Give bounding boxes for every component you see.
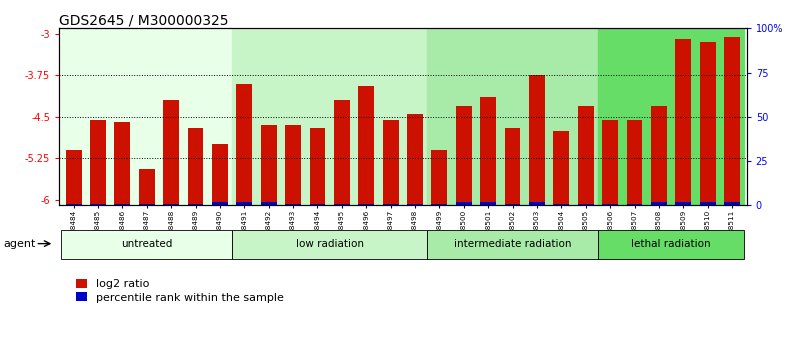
Bar: [139, 204, 155, 205]
Bar: [334, 204, 350, 205]
Bar: [334, 100, 350, 205]
Bar: [358, 86, 374, 205]
Bar: [383, 120, 399, 205]
Bar: [428, 28, 598, 205]
Bar: [553, 131, 569, 205]
Bar: [139, 169, 155, 205]
Bar: [602, 120, 618, 205]
Bar: [456, 202, 472, 205]
Text: GDS2645 / M300000325: GDS2645 / M300000325: [59, 13, 229, 27]
Bar: [310, 204, 325, 205]
Text: agent: agent: [3, 239, 35, 249]
Text: low radiation: low radiation: [296, 239, 364, 249]
Bar: [163, 204, 179, 205]
Bar: [115, 204, 130, 205]
Bar: [237, 202, 252, 205]
Bar: [675, 202, 691, 205]
Bar: [626, 204, 642, 205]
Text: untreated: untreated: [121, 239, 172, 249]
Bar: [61, 28, 232, 205]
Bar: [480, 202, 496, 205]
Text: intermediate radiation: intermediate radiation: [454, 239, 571, 249]
Legend: log2 ratio, percentile rank within the sample: log2 ratio, percentile rank within the s…: [72, 275, 288, 307]
Bar: [700, 42, 715, 205]
Bar: [598, 230, 744, 258]
Bar: [261, 202, 277, 205]
Bar: [598, 28, 744, 205]
Bar: [651, 202, 667, 205]
Bar: [432, 150, 447, 205]
Bar: [602, 204, 618, 205]
Bar: [456, 106, 472, 205]
Bar: [529, 202, 545, 205]
Bar: [358, 204, 374, 205]
Bar: [212, 202, 228, 205]
Bar: [505, 128, 520, 205]
Bar: [724, 36, 740, 205]
Bar: [188, 204, 204, 205]
Bar: [61, 230, 232, 258]
Bar: [90, 204, 106, 205]
Bar: [407, 204, 423, 205]
Bar: [188, 128, 204, 205]
Bar: [428, 230, 598, 258]
Bar: [651, 106, 667, 205]
Bar: [90, 120, 106, 205]
Bar: [407, 114, 423, 205]
Bar: [237, 84, 252, 205]
Bar: [66, 150, 82, 205]
Bar: [529, 75, 545, 205]
Text: lethal radiation: lethal radiation: [631, 239, 711, 249]
Bar: [212, 144, 228, 205]
Bar: [578, 106, 593, 205]
Bar: [261, 125, 277, 205]
Bar: [553, 204, 569, 205]
Bar: [724, 202, 740, 205]
Bar: [285, 125, 301, 205]
Bar: [285, 204, 301, 205]
Bar: [383, 204, 399, 205]
Bar: [578, 204, 593, 205]
Bar: [310, 128, 325, 205]
Bar: [232, 28, 428, 205]
Bar: [115, 122, 130, 205]
Bar: [700, 202, 715, 205]
Bar: [432, 204, 447, 205]
Bar: [675, 39, 691, 205]
Bar: [232, 230, 428, 258]
Bar: [66, 204, 82, 205]
Bar: [626, 120, 642, 205]
Bar: [505, 204, 520, 205]
Bar: [480, 97, 496, 205]
Bar: [163, 100, 179, 205]
